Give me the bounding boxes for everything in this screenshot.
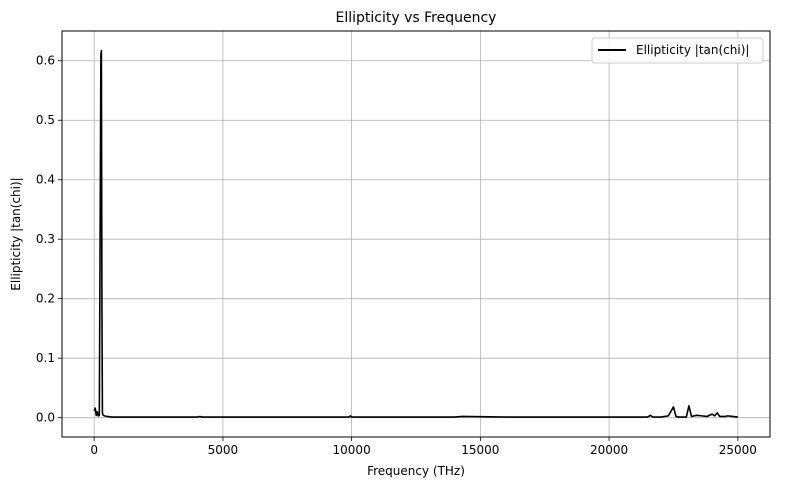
y-axis-label: Ellipticity |tan(chi)|: [9, 177, 23, 290]
x-tick-label: 10000: [333, 443, 371, 457]
legend-box: [591, 37, 764, 64]
legend-label: Ellipticity |tan(chi)|: [636, 43, 749, 57]
y-tick-label: 0.2: [36, 292, 55, 306]
y-tick-label: 0.6: [36, 54, 55, 68]
x-tick-label: 15000: [461, 443, 499, 457]
ticks: 0 5000 10000 15000 20000 25000 0.0 0.1 0.2 0.3 0.4…: [36, 54, 757, 457]
y-tick-label: 0.5: [36, 113, 55, 127]
chart-title: Ellipticity vs Frequency: [336, 10, 497, 26]
y-tick-label: 0.0: [36, 411, 55, 425]
series-layer: [93, 49, 738, 418]
y-tick-label: 0.4: [36, 173, 55, 187]
grid: [62, 31, 770, 437]
legend: Ellipticity |tan(chi)|: [591, 37, 764, 64]
x-tick-label: 25000: [719, 443, 757, 457]
y-tick-label: 0.3: [36, 232, 55, 246]
x-tick-label: 20000: [590, 443, 628, 457]
x-axis-label: Frequency (THz): [367, 464, 465, 478]
x-tick-label: 5000: [208, 443, 239, 457]
x-tick-label: 0: [90, 443, 98, 457]
plot-frame: [61, 30, 771, 438]
y-tick-label: 0.1: [36, 351, 55, 365]
series-line: [93, 49, 738, 418]
